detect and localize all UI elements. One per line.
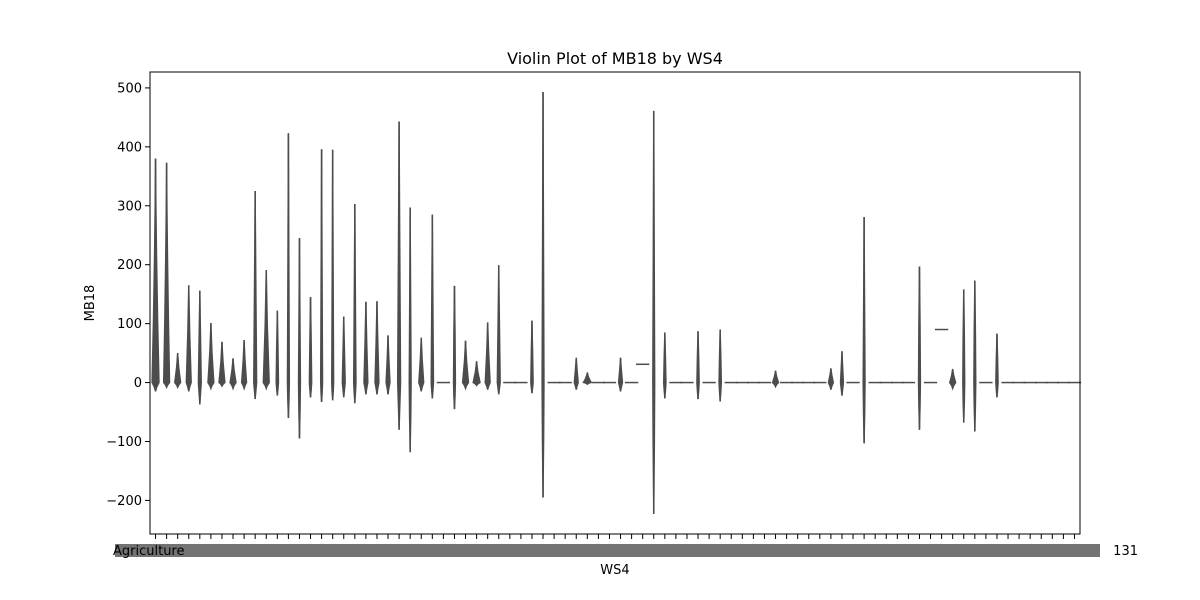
x-tick-label-last: 131 (1113, 544, 1138, 559)
y-tick-label: 100 (117, 317, 142, 332)
y-tick-label: 500 (117, 81, 142, 96)
x-axis-label: WS4 (600, 563, 629, 578)
axes-frame (149, 71, 1081, 535)
chart-title: Violin Plot of MB18 by WS4 (507, 49, 723, 68)
y-tick-label: 200 (117, 258, 142, 273)
y-tick-label: −200 (106, 494, 142, 509)
y-tick-label: 0 (134, 376, 142, 391)
y-axis-label: MB18 (83, 285, 98, 322)
plot-area: −200−1000100200300400500Agriculture131 (106, 81, 1138, 559)
y-tick-label: 300 (117, 199, 142, 214)
y-tick-label: 400 (117, 140, 142, 155)
x-tick-labels-overlap (115, 544, 1100, 557)
y-tick-label: −100 (106, 435, 142, 450)
